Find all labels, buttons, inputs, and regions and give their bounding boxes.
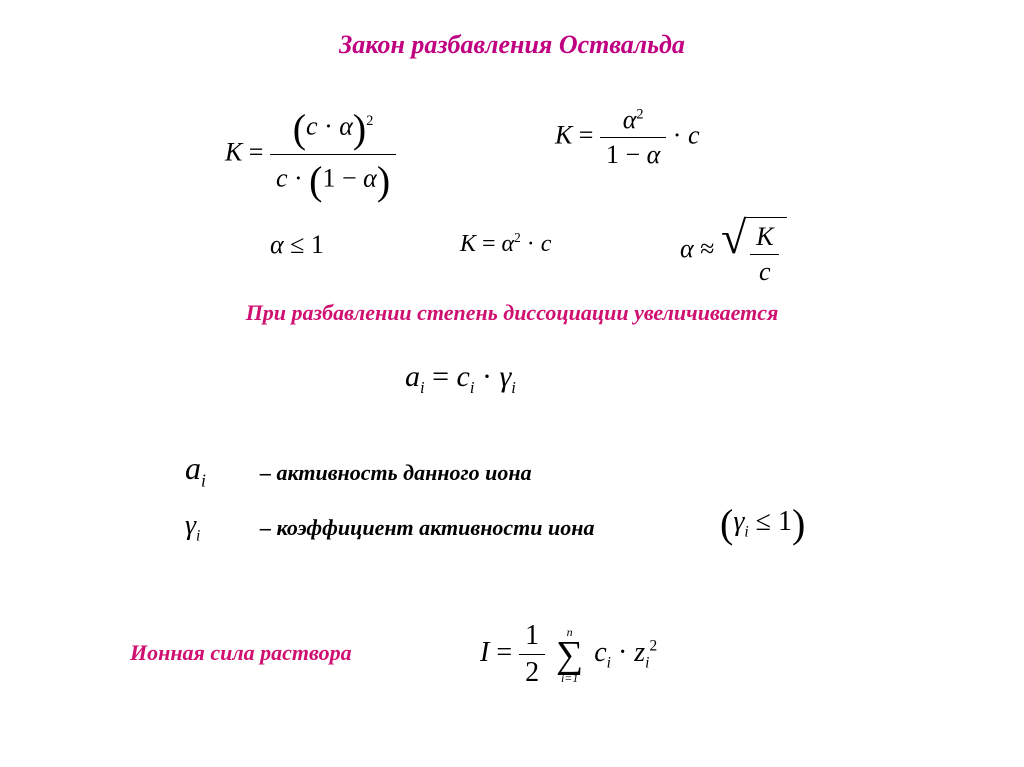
page-title: Закон разбавления Оствальда <box>0 30 1024 60</box>
eq-ionic-strength: I = 1 2 n ∑ i=1 ci · zi2 <box>480 620 657 689</box>
eq-gamma-le1: (γi ≤ 1) <box>720 500 805 547</box>
sym-ai: ai <box>185 450 206 491</box>
statement-dilution: При разбавлении степень диссоциации увел… <box>0 300 1024 326</box>
fraction: α2 1 − α <box>600 105 666 170</box>
def-activity: – активность данного иона <box>260 460 532 486</box>
half: 1 2 <box>519 620 545 689</box>
ionic-strength-label: Ионная сила раствора <box>130 640 352 666</box>
eq-alpha-le1: α ≤ 1 <box>270 230 324 260</box>
fraction: (c · α)2 c · (1 − α) <box>270 105 396 204</box>
summation: n ∑ i=1 <box>556 626 583 684</box>
eq-k-approx: К = α2 · c <box>460 230 551 258</box>
eq-k-full: К = (c · α)2 c · (1 − α) <box>225 105 396 204</box>
def-gamma: – коэффициент активности иона <box>260 515 594 541</box>
sym-gammai: γi <box>185 510 200 546</box>
sym-K: К <box>225 137 242 166</box>
eq-alpha-sqrt: α ≈ √ К c <box>680 215 787 287</box>
eq-k-simplified: К = α2 1 − α · c <box>555 105 699 170</box>
sqrt: √ К c <box>721 215 788 287</box>
eq-activity: ai = ci · γi <box>405 360 516 398</box>
